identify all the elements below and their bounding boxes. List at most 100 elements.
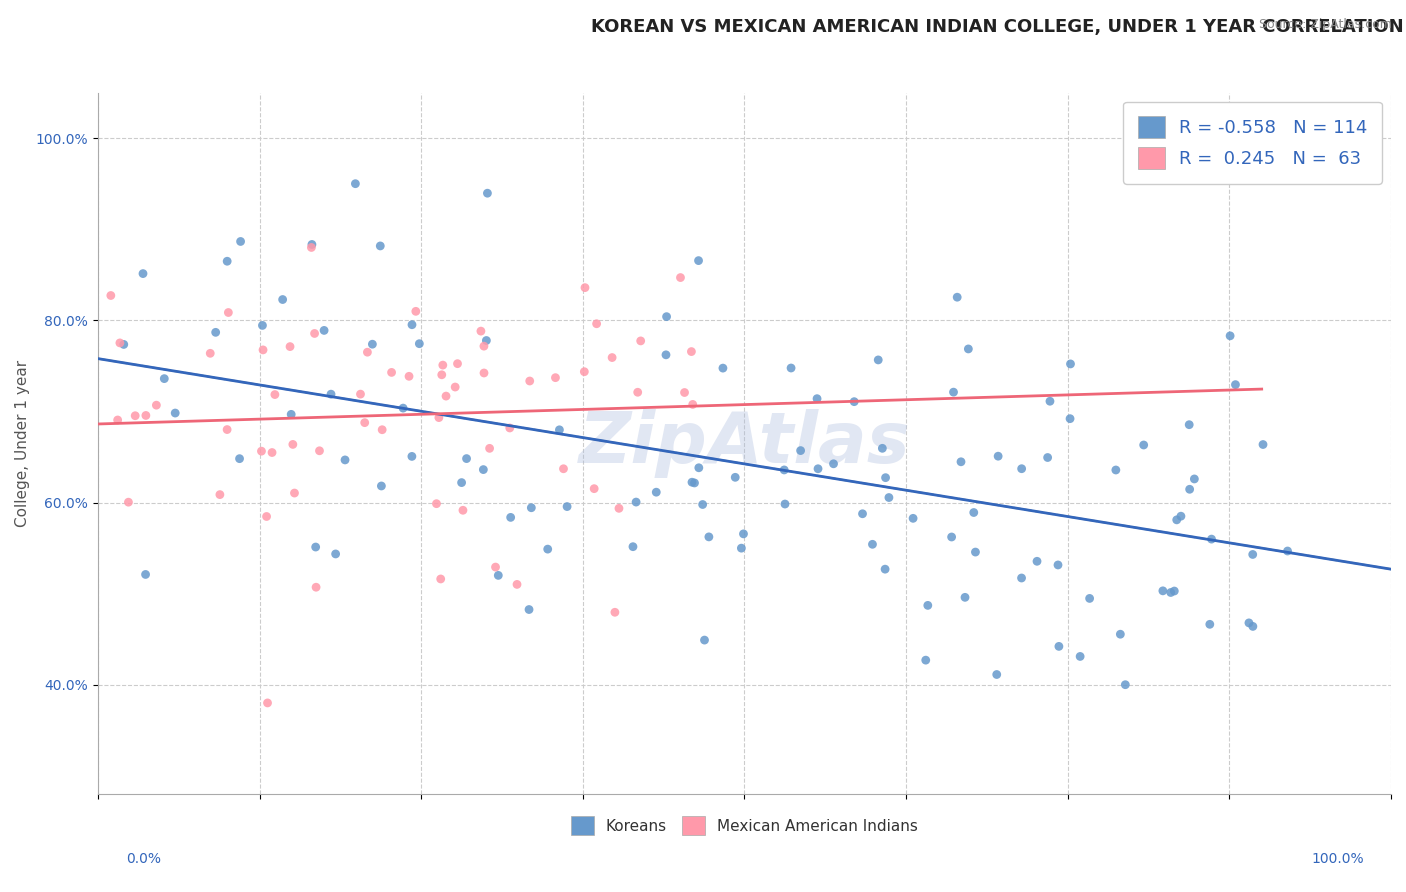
Point: [1011, 571, 1033, 585]
Point: [957, 342, 980, 356]
Point: [600, 351, 623, 365]
Point: [1241, 548, 1264, 562]
Point: [1036, 450, 1059, 465]
Point: [688, 460, 710, 475]
Text: KOREAN VS MEXICAN AMERICAN INDIAN COLLEGE, UNDER 1 YEAR CORRELATION CHART: KOREAN VS MEXICAN AMERICAN INDIAN COLLEG…: [591, 18, 1406, 36]
Point: [807, 462, 830, 476]
Point: [621, 540, 644, 554]
Point: [1251, 437, 1274, 451]
Point: [875, 562, 897, 576]
Point: [963, 506, 986, 520]
Point: [506, 577, 529, 591]
Point: [229, 235, 252, 249]
Point: [773, 497, 796, 511]
Point: [112, 337, 135, 351]
Point: [132, 267, 155, 281]
Point: [789, 443, 811, 458]
Point: [1160, 585, 1182, 599]
Point: [401, 450, 423, 464]
Point: [1198, 617, 1220, 632]
Point: [585, 317, 607, 331]
Point: [217, 254, 239, 268]
Point: [946, 290, 969, 304]
Point: [319, 387, 342, 401]
Point: [1178, 483, 1201, 497]
Point: [868, 353, 890, 368]
Point: [548, 423, 571, 437]
Point: [271, 293, 294, 307]
Point: [669, 270, 692, 285]
Point: [683, 475, 706, 490]
Point: [711, 361, 734, 376]
Point: [283, 486, 305, 500]
Point: [673, 385, 696, 400]
Point: [208, 487, 231, 501]
Text: Source: ZipAtlas.com: Source: ZipAtlas.com: [1258, 18, 1392, 31]
Point: [486, 568, 509, 582]
Point: [986, 667, 1008, 681]
Point: [1114, 678, 1136, 692]
Point: [349, 387, 371, 401]
Point: [256, 509, 278, 524]
Point: [450, 475, 472, 490]
Point: [100, 288, 122, 302]
Point: [574, 365, 596, 379]
Point: [408, 336, 430, 351]
Point: [1277, 544, 1299, 558]
Point: [260, 445, 283, 459]
Point: [875, 470, 897, 484]
Point: [851, 507, 873, 521]
Point: [499, 421, 522, 435]
Point: [872, 442, 894, 456]
Point: [901, 511, 924, 525]
Point: [806, 392, 828, 406]
Point: [603, 605, 626, 619]
Point: [574, 280, 596, 294]
Point: [353, 416, 375, 430]
Point: [627, 385, 650, 400]
Point: [108, 335, 131, 350]
Point: [1166, 513, 1188, 527]
Point: [877, 491, 900, 505]
Point: [1225, 377, 1247, 392]
Point: [472, 339, 495, 353]
Point: [607, 501, 630, 516]
Point: [730, 541, 752, 556]
Point: [1105, 463, 1128, 477]
Point: [314, 323, 336, 337]
Point: [645, 485, 668, 500]
Point: [941, 530, 963, 544]
Point: [1237, 615, 1260, 630]
Point: [1109, 627, 1132, 641]
Point: [217, 423, 239, 437]
Point: [472, 462, 495, 476]
Point: [942, 385, 965, 400]
Point: [281, 437, 304, 451]
Point: [1132, 438, 1154, 452]
Point: [1039, 394, 1062, 409]
Y-axis label: College, Under 1 year: College, Under 1 year: [15, 359, 30, 527]
Point: [370, 479, 392, 493]
Point: [401, 318, 423, 332]
Point: [107, 413, 129, 427]
Point: [1201, 532, 1223, 546]
Point: [425, 497, 447, 511]
Point: [472, 366, 495, 380]
Point: [862, 537, 884, 551]
Point: [381, 366, 404, 380]
Point: [624, 495, 647, 509]
Point: [475, 334, 498, 348]
Point: [477, 186, 499, 201]
Point: [135, 409, 157, 423]
Point: [304, 326, 326, 341]
Point: [655, 348, 678, 362]
Point: [688, 253, 710, 268]
Point: [520, 500, 543, 515]
Point: [470, 324, 492, 338]
Point: [517, 602, 540, 616]
Point: [145, 398, 167, 412]
Point: [446, 357, 468, 371]
Point: [914, 653, 936, 667]
Point: [305, 580, 328, 594]
Point: [135, 567, 157, 582]
